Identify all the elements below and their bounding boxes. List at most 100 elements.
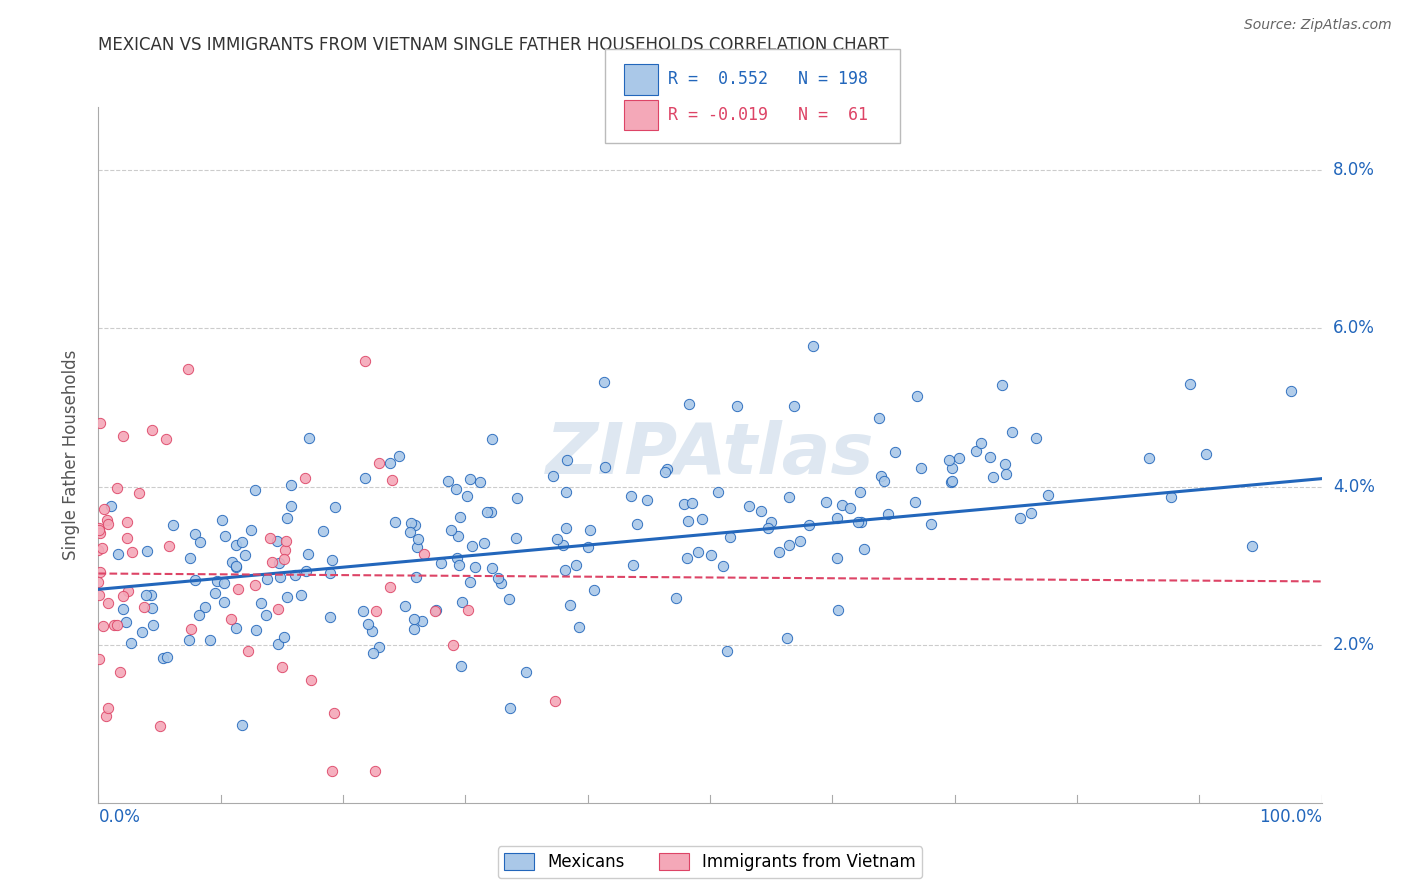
Point [470,475,492,489]
Point [541,468,564,483]
Point [758,521,780,535]
Point [498,591,520,606]
Point [450,658,472,673]
Point [1240,539,1263,553]
Point [259,531,281,545]
Point [460,472,482,486]
Point [318,566,340,581]
Point [117,583,139,598]
Text: 2.0%: 2.0% [1333,636,1375,654]
Point [378,580,401,594]
Point [621,558,644,573]
Point [939,475,962,489]
Point [411,614,433,628]
Point [831,498,853,512]
Point [91,541,114,556]
Point [620,489,643,503]
Point [676,514,699,528]
Point [672,497,695,511]
Point [93,618,115,632]
Point [89,526,111,541]
Point [718,530,741,544]
Point [815,494,838,508]
Point [225,560,247,574]
Text: R = -0.019   N =  61: R = -0.019 N = 61 [668,106,868,124]
Point [505,531,527,545]
Point [948,451,970,466]
Point [506,491,529,505]
Point [256,572,278,586]
Point [399,525,422,540]
Text: 0.0%: 0.0% [98,808,141,826]
Point [725,399,748,413]
Point [456,489,478,503]
Point [499,700,522,714]
Point [323,706,346,720]
Point [120,636,142,650]
Point [93,502,115,516]
Point [294,471,316,485]
Point [155,432,177,446]
Point [149,719,172,733]
Point [212,595,235,609]
Point [87,575,110,590]
Point [290,588,312,602]
Point [100,499,122,513]
Point [276,533,298,548]
Point [188,534,211,549]
Point [423,604,446,618]
Point [194,600,217,615]
Point [546,532,568,546]
Point [297,547,319,561]
Point [357,616,380,631]
Point [761,515,783,529]
Point [111,602,134,616]
Point [381,474,404,488]
Point [1001,425,1024,439]
Point [475,505,498,519]
Point [243,577,266,591]
Point [851,515,873,529]
Point [319,610,342,624]
Point [204,586,226,600]
Point [1195,447,1218,461]
Point [352,604,374,618]
Point [678,397,700,411]
Point [276,510,298,524]
Point [681,496,703,510]
Text: MEXICAN VS IMMIGRANTS FROM VIETNAM SINGLE FATHER HOUSEHOLDS CORRELATION CHART: MEXICAN VS IMMIGRANTS FROM VIETNAM SINGL… [98,36,889,54]
Point [270,659,292,673]
Point [994,457,1017,471]
Point [312,524,335,539]
Point [839,500,862,515]
Point [157,539,180,553]
Point [115,515,138,529]
Point [103,618,125,632]
Point [827,511,849,525]
Point [135,588,157,602]
Point [364,764,387,779]
Point [457,603,479,617]
Point [1137,450,1160,465]
Point [990,377,1012,392]
Point [768,545,790,559]
Point [489,575,512,590]
Point [579,523,602,537]
Point [239,523,262,537]
Point [554,563,576,577]
Point [269,570,291,584]
Point [472,536,495,550]
Point [979,450,1001,464]
Point [654,465,676,479]
Point [636,492,658,507]
Point [108,665,131,679]
Point [904,495,927,509]
Point [361,646,384,660]
Point [323,500,346,514]
Point [994,467,1017,482]
Point [177,632,200,647]
Point [280,477,302,491]
Point [1010,510,1032,524]
Point [486,571,509,585]
Point [200,633,222,648]
